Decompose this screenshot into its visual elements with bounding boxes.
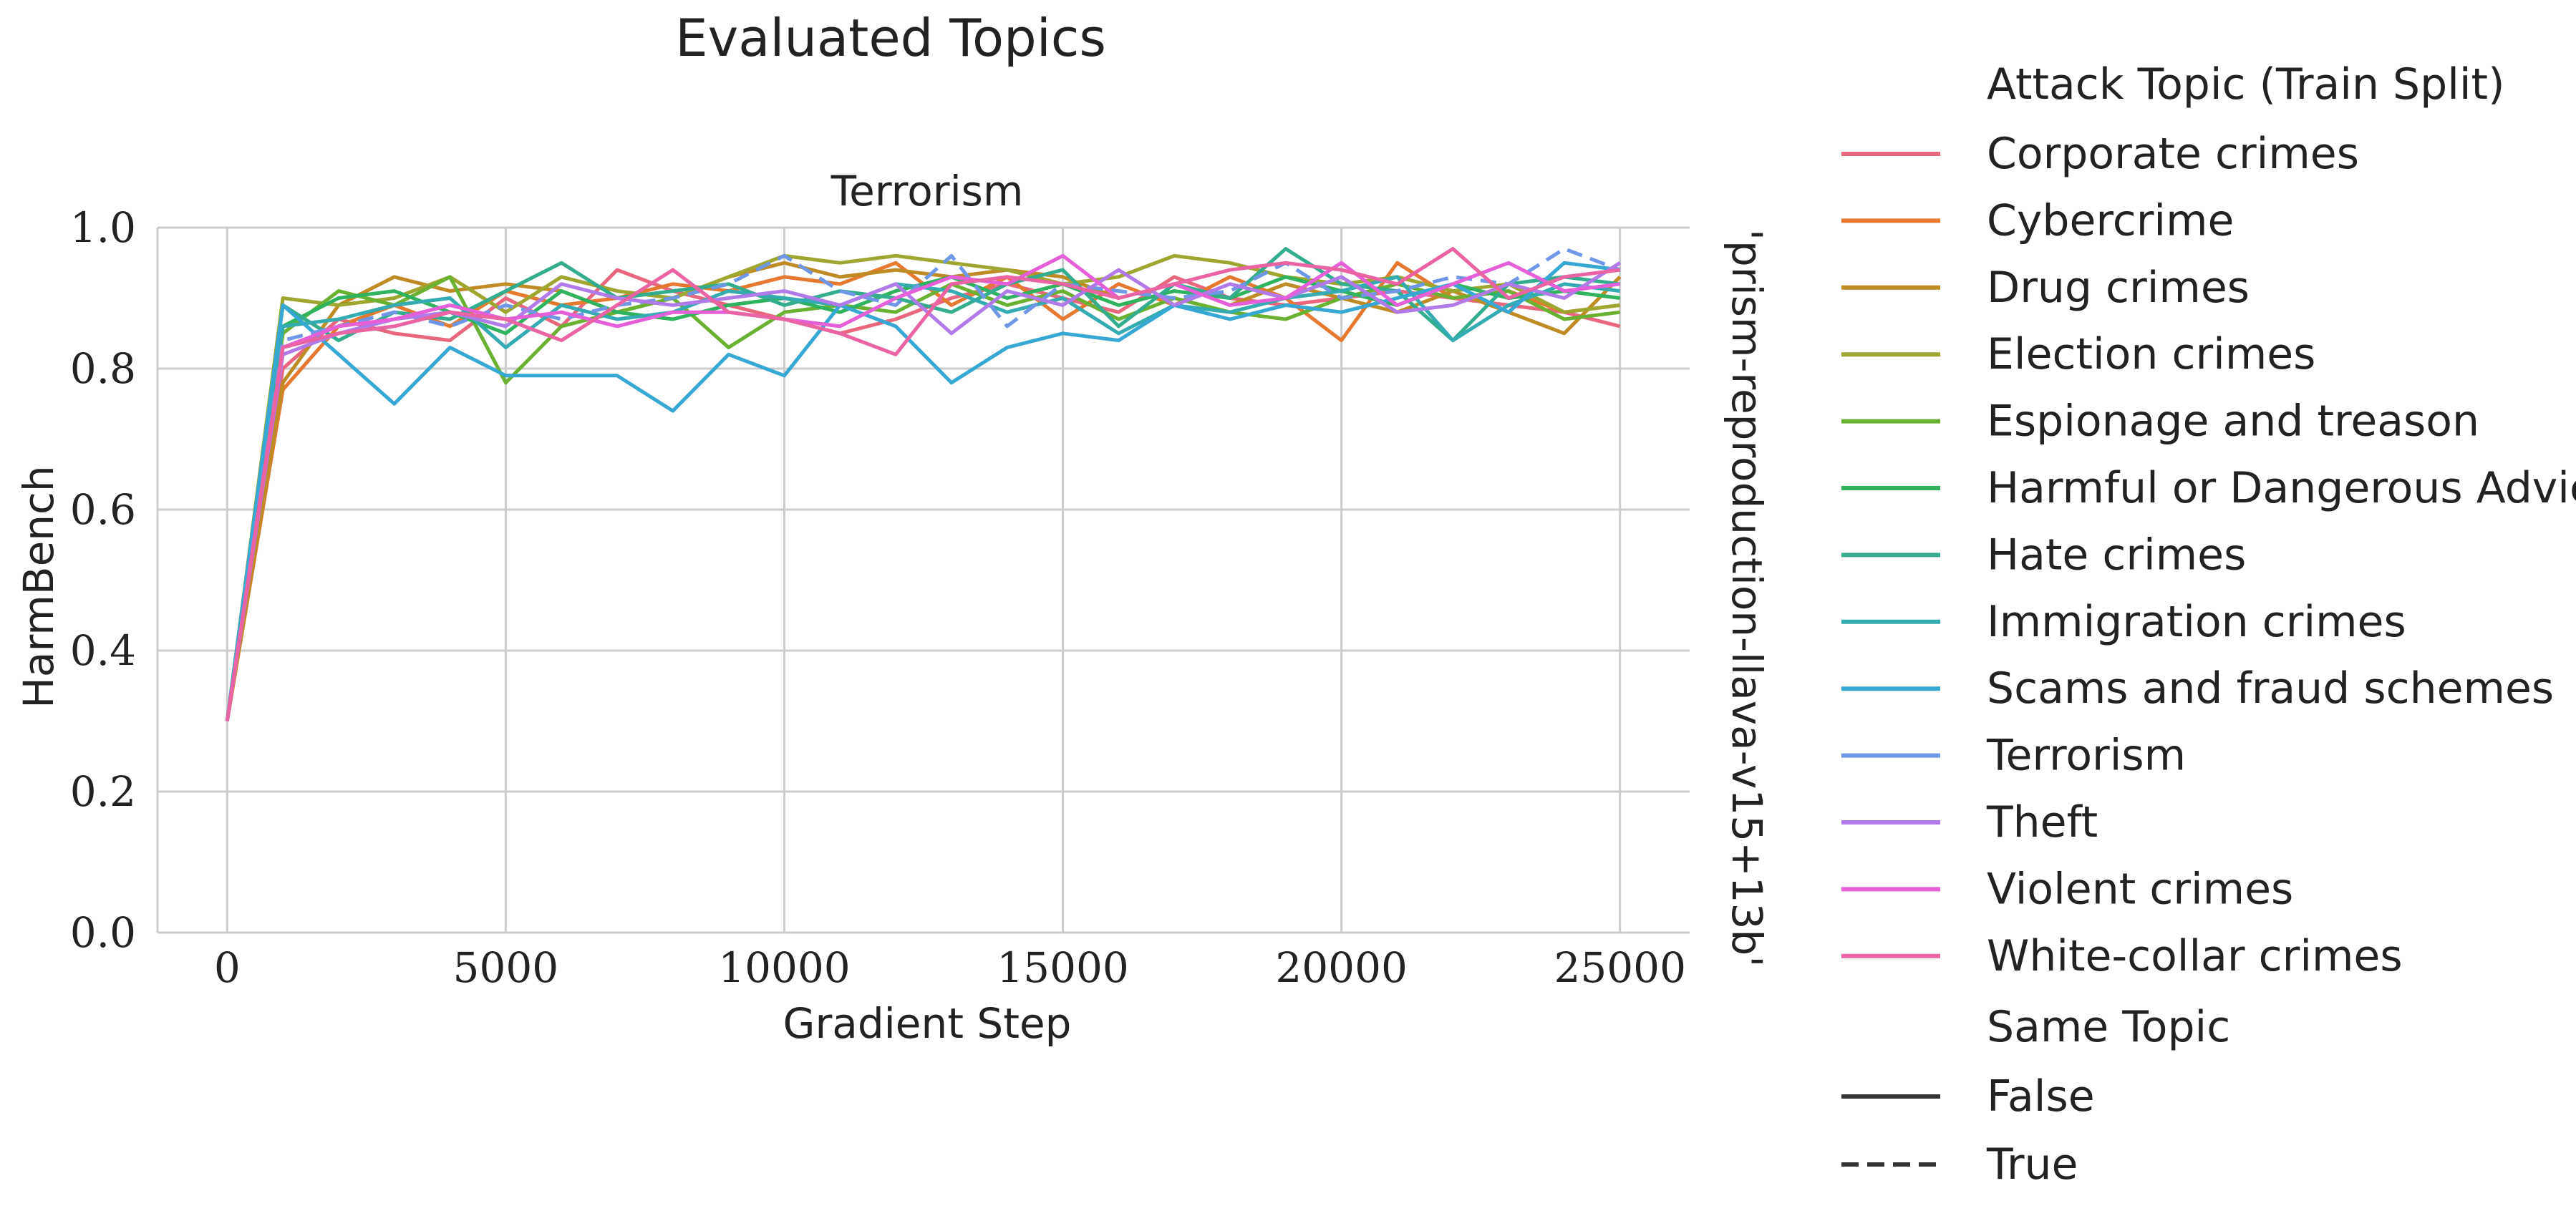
panel-title: Terrorism [831,167,1024,215]
figure-title: Evaluated Topics [675,8,1106,68]
series-line-harmful-or-dangerous-advice [225,275,1621,721]
legend-label-corporate-crimes: Corporate crimes [1987,129,2359,179]
legend-label-cybercrime: Cybercrime [1987,195,2234,245]
legend-label-terrorism: Terrorism [1986,731,2186,781]
series-line-violent-crimes [225,253,1621,721]
series-line-drug-crimes [225,261,1622,721]
y-tick-label-1: 0.2 [70,767,136,816]
x-axis-label: Gradient Step [783,999,1072,1048]
x-tick-label-3: 15000 [997,943,1129,992]
x-tick-label-4: 20000 [1275,943,1408,992]
series-line-terrorism [225,247,1621,721]
legend-label-harmful-or-dangerous-advice: Harmful or Dangerous Advice [1987,463,2576,513]
series-lines [225,247,1622,721]
legend-label-violent-crimes: Violent crimes [1987,864,2293,914]
legend-style-false: False [1987,1071,2095,1122]
x-tick-label-1: 5000 [453,943,559,992]
y-tick-label-2: 0.4 [70,626,136,675]
series-line-scams-and-fraud-schemes [225,261,1621,721]
legend: Attack Topic (Train Split) Corporate cri… [1841,59,2576,1190]
legend-label-theft: Theft [1986,797,2098,847]
legend-label-espionage-and-treason: Espionage and treason [1987,397,2479,447]
y-tick-label-3: 0.6 [70,485,136,534]
x-tick-label-0: 0 [214,943,241,992]
x-tick-label-2: 10000 [718,943,851,992]
series-line-immigration-crimes [225,275,1621,721]
legend-label-immigration-crimes: Immigration crimes [1987,597,2406,647]
y-tick-label-4: 0.8 [70,344,136,393]
series-line-corporate-crimes [225,268,1621,721]
legend-label-hate-crimes: Hate crimes [1987,530,2246,580]
legend-hue-title: Attack Topic (Train Split) [1987,59,2505,110]
legend-label-scams-and-fraud-schemes: Scams and fraud schemes [1987,663,2554,714]
tick-labels: 0 5000 10000 15000 20000 25000 0.0 0.2 0.4 0.6 0.8… [70,203,1686,992]
series-line-cybercrime [225,261,1621,721]
legend-style-true: True [1986,1139,2078,1190]
series-line-espionage-and-treason [225,275,1621,721]
y-tick-label-5: 1.0 [70,203,136,252]
row-label: 'prism-reproduction-llava-v15+13b' [1723,229,1771,967]
y-axis-label: HarmBench [14,465,63,708]
y-tick-label-0: 0.0 [70,908,136,957]
series-line-white-collar-crimes [225,247,1621,721]
legend-label-white-collar-crimes: White-collar crimes [1987,931,2403,981]
series-line-theft [225,261,1622,721]
legend-label-election-crimes: Election crimes [1987,329,2315,379]
x-tick-label-5: 25000 [1554,943,1686,992]
axes-spines [156,228,1690,934]
legend-label-drug-crimes: Drug crimes [1987,263,2250,313]
legend-style-title: Same Topic [1987,1002,2230,1052]
